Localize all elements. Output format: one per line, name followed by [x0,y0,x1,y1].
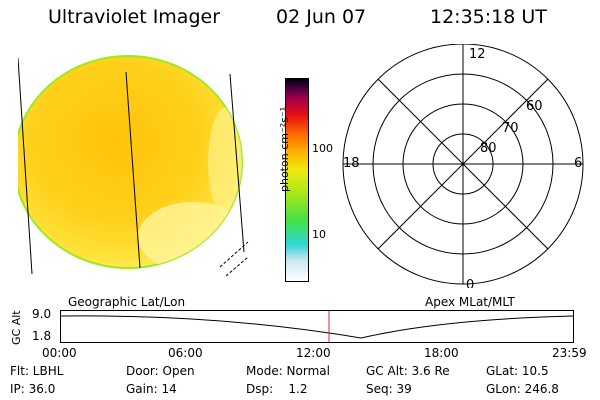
strip-xtick: 18:00 [424,346,459,360]
image-time: 12:35:18 UT [430,6,547,28]
strip-ylabel: GC Alt [10,310,23,345]
strip-ytick-9: 9.0 [32,307,52,321]
lat-70: 70 [502,121,519,136]
colorbar-tick-100: 100 [312,142,333,155]
colorbar [285,78,309,282]
strip-right-label: Apex MLat/MLT [425,295,515,309]
app-title: Ultraviolet Imager [48,6,221,28]
longitude-line [229,73,245,253]
info-seq: Seq: 39 [366,382,412,396]
info-mode: Mode: Normal [246,364,330,378]
mlt-0: 0 [466,278,474,288]
info-gain: Gain: 14 [126,382,177,396]
lat-80: 80 [480,141,497,156]
mlt-12: 12 [469,47,486,62]
altitude-strip [60,310,574,343]
strip-xtick: 12:00 [296,346,331,360]
info-glat: GLat: 10.5 [486,364,549,378]
strip-xtick: 23:59 [552,346,587,360]
longitude-line [18,57,33,275]
strip-xtick: 00:00 [42,346,77,360]
altitude-curve [61,315,573,339]
strip-ytick-1.8: 1.8 [32,329,52,343]
polar-plot: 12 18 6 0 60 70 80 [342,44,584,288]
strip-left-label: Geographic Lat/Lon [68,295,186,309]
strip-xtick: 06:00 [168,346,203,360]
uv-earth-image [18,55,249,277]
info-gc-alt: GC Alt: 3.6 Re [366,364,450,378]
mlt-18: 18 [343,156,360,171]
info-door: Door: Open [126,364,195,378]
longitude-line [125,71,141,269]
info-dsp: Dsp: 1.2 [246,382,308,396]
colorbar-tick-10: 10 [312,228,326,241]
lat-60: 60 [526,99,543,114]
image-date: 02 Jun 07 [276,6,367,28]
info-ip: IP: 36.0 [10,382,56,396]
dashed-lines [219,241,249,277]
info-glon: GLon: 246.8 [486,382,559,396]
colorbar-unit-label: photon cm⁻²s⁻¹ [278,106,291,192]
diagonal [377,78,549,250]
info-filter: Flt: LBHL [10,364,64,378]
mlt-6: 6 [574,156,582,171]
